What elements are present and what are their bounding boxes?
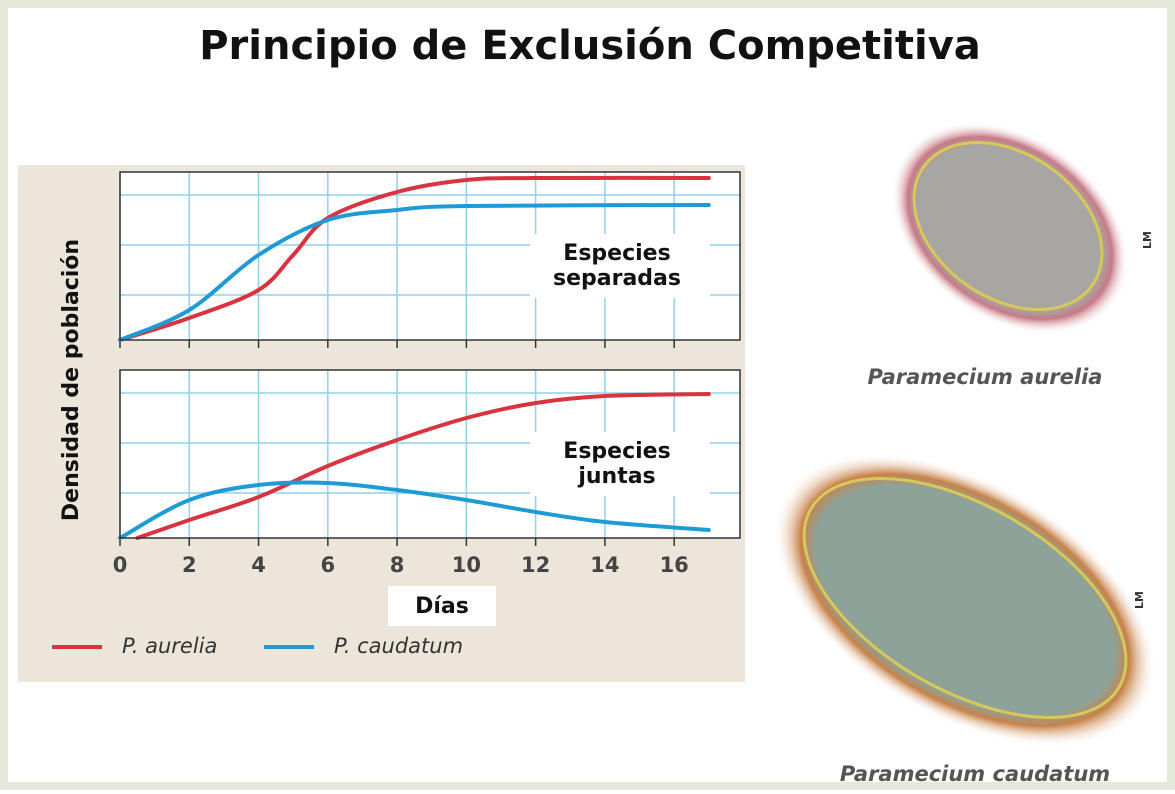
annotation: Especies xyxy=(563,439,670,464)
plot-border xyxy=(119,171,741,341)
legend-label: P. aurelia xyxy=(122,634,217,658)
x-tick-label: 6 xyxy=(321,553,336,577)
x-tick-label: 16 xyxy=(660,553,689,577)
x-axis-label: Días xyxy=(415,594,469,619)
annotation-box xyxy=(530,432,710,496)
x-label-box xyxy=(388,586,496,626)
annotation: separadas xyxy=(553,266,681,291)
scale-label: LM xyxy=(1133,591,1146,609)
annotation: juntas xyxy=(577,464,655,489)
micrograph-2: LM Paramecium caudatum xyxy=(773,453,1157,786)
annotation: Especies xyxy=(563,241,670,266)
cell xyxy=(891,121,1129,335)
cell-outline xyxy=(802,477,1128,719)
x-tick-label: 2 xyxy=(182,553,197,577)
series-line xyxy=(118,480,711,540)
plot-border xyxy=(119,369,741,539)
series-line xyxy=(135,392,711,540)
x-tick-label: 14 xyxy=(590,553,619,577)
image-caption: Paramecium aurelia xyxy=(868,365,1103,389)
series-line xyxy=(118,203,711,342)
legend-label: P. caudatum xyxy=(334,634,463,658)
page-title: Principio de Exclusión Competitiva xyxy=(199,23,981,69)
micrograph-1: LM Paramecium aurelia xyxy=(868,121,1154,389)
x-tick-label: 0 xyxy=(113,553,128,577)
scale-label: LM xyxy=(1141,231,1154,249)
x-tick-label: 12 xyxy=(521,553,550,577)
annotation-box xyxy=(530,234,710,298)
y-axis-label: Densidad de población xyxy=(59,239,84,521)
cell xyxy=(773,453,1157,747)
x-tick-label: 4 xyxy=(251,553,266,577)
image-caption: Paramecium caudatum xyxy=(840,762,1110,786)
series-line xyxy=(118,175,711,342)
x-tick-label: 8 xyxy=(390,553,405,577)
cell-outline xyxy=(912,141,1104,311)
x-tick-label: 10 xyxy=(452,553,481,577)
